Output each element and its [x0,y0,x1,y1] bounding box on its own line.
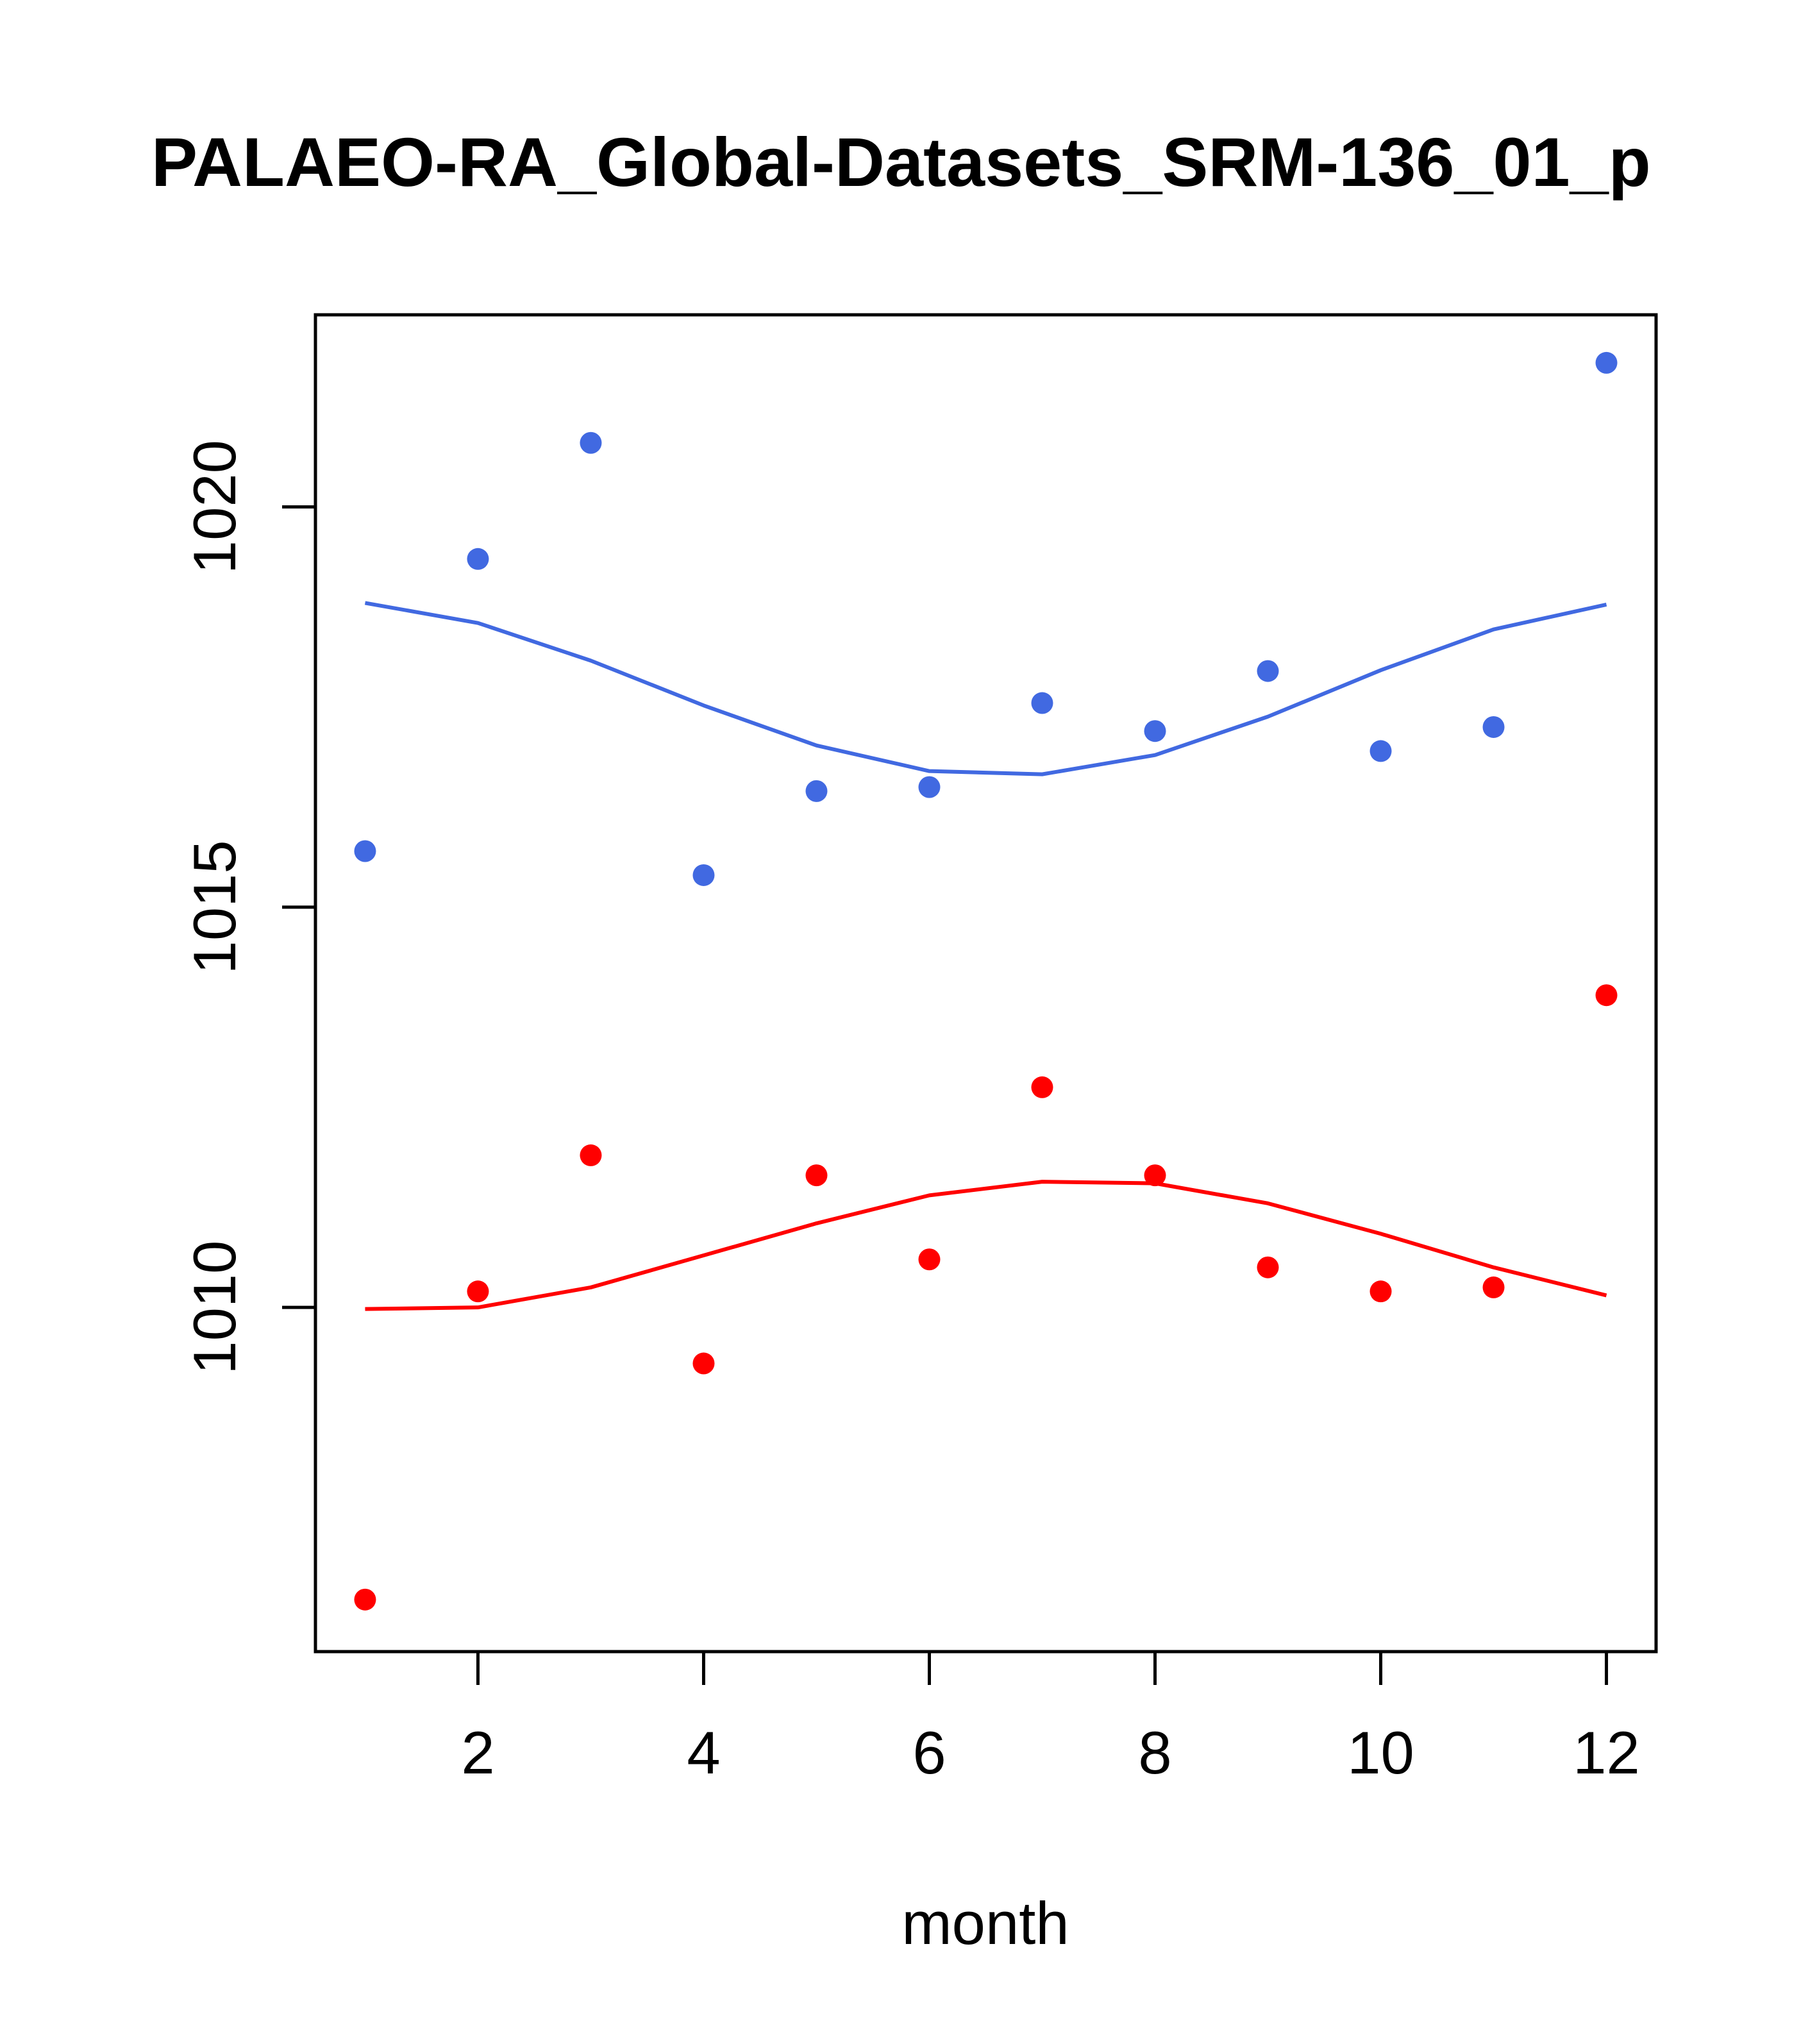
red-points-point [1370,1280,1392,1302]
red-points-point [692,1353,714,1375]
chart-title: PALAEO-RA_Global-Datasets_SRM-136_01_p [151,123,1651,201]
plot-frame [315,315,1656,1652]
blue-points-point [692,864,714,886]
chart: PALAEO-RA_Global-Datasets_SRM-136_01_p 2… [0,0,1817,2044]
y-tick-label: 1020 [181,440,248,574]
y-tick-label: 1010 [181,1241,248,1375]
x-axis-label: month [901,1889,1069,1957]
red-points-point [1483,1277,1505,1298]
red-points-point [354,1589,376,1611]
red-points-point [1257,1257,1279,1278]
blue-points-point [1596,352,1618,374]
red-points-point [467,1280,489,1302]
blue-points-point [467,548,489,570]
blue-points-point [1370,740,1392,762]
blue-points-point [1032,692,1053,714]
y-axis: 1010 1015 1020 [181,440,315,1375]
red-points-point [1032,1076,1053,1098]
blue-points-point [1257,660,1279,682]
red-points-point [805,1164,827,1186]
x-axis: 2 4 6 8 10 12 [461,1652,1640,1786]
red-points-point [918,1248,940,1270]
blue-points-point [805,780,827,802]
series-layer [354,352,1617,1611]
red-line [365,1182,1606,1309]
blue-points-point [1144,720,1166,742]
blue-points-point [918,776,940,798]
x-tick-label: 12 [1573,1719,1640,1786]
y-tick-label: 1015 [181,840,248,974]
x-tick-label: 2 [461,1719,494,1786]
blue-points-point [1483,716,1505,738]
x-tick-label: 4 [687,1719,720,1786]
red-points-point [580,1144,601,1166]
red-points-point [1596,984,1618,1006]
blue-points-point [580,432,601,454]
blue-points-point [354,840,376,862]
x-tick-label: 6 [912,1719,946,1786]
blue-line [365,603,1606,774]
x-tick-label: 8 [1138,1719,1171,1786]
x-tick-label: 10 [1347,1719,1414,1786]
